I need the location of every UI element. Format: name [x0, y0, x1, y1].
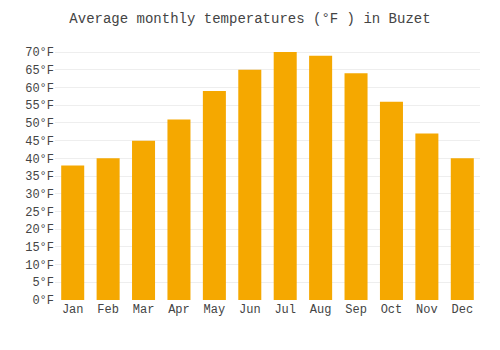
svg-text:50°F: 50°F: [25, 117, 54, 131]
svg-text:Nov: Nov: [416, 303, 438, 317]
svg-text:Sep: Sep: [345, 303, 367, 317]
svg-text:35°F: 35°F: [25, 170, 54, 184]
svg-text:Jul: Jul: [274, 303, 296, 317]
svg-text:0°F: 0°F: [32, 294, 54, 308]
svg-text:25°F: 25°F: [25, 206, 54, 220]
svg-text:45°F: 45°F: [25, 135, 54, 149]
svg-text:Feb: Feb: [97, 303, 119, 317]
svg-text:55°F: 55°F: [25, 99, 54, 113]
svg-text:Jan: Jan: [62, 303, 84, 317]
svg-text:Dec: Dec: [451, 303, 473, 317]
svg-text:60°F: 60°F: [25, 82, 54, 96]
svg-text:15°F: 15°F: [25, 241, 54, 255]
svg-text:Aug: Aug: [310, 303, 332, 317]
svg-text:70°F: 70°F: [25, 46, 54, 60]
svg-text:Apr: Apr: [168, 303, 190, 317]
svg-text:Mar: Mar: [133, 303, 155, 317]
svg-text:May: May: [204, 303, 226, 317]
svg-text:Jun: Jun: [239, 303, 261, 317]
svg-text:40°F: 40°F: [25, 153, 54, 167]
svg-text:5°F: 5°F: [32, 276, 54, 290]
svg-text:Oct: Oct: [381, 303, 403, 317]
svg-text:65°F: 65°F: [25, 64, 54, 78]
svg-text:10°F: 10°F: [25, 259, 54, 273]
svg-text:20°F: 20°F: [25, 223, 54, 237]
svg-text:Average monthly temperatures (: Average monthly temperatures (°F ) in Bu…: [69, 11, 430, 27]
svg-text:30°F: 30°F: [25, 188, 54, 202]
